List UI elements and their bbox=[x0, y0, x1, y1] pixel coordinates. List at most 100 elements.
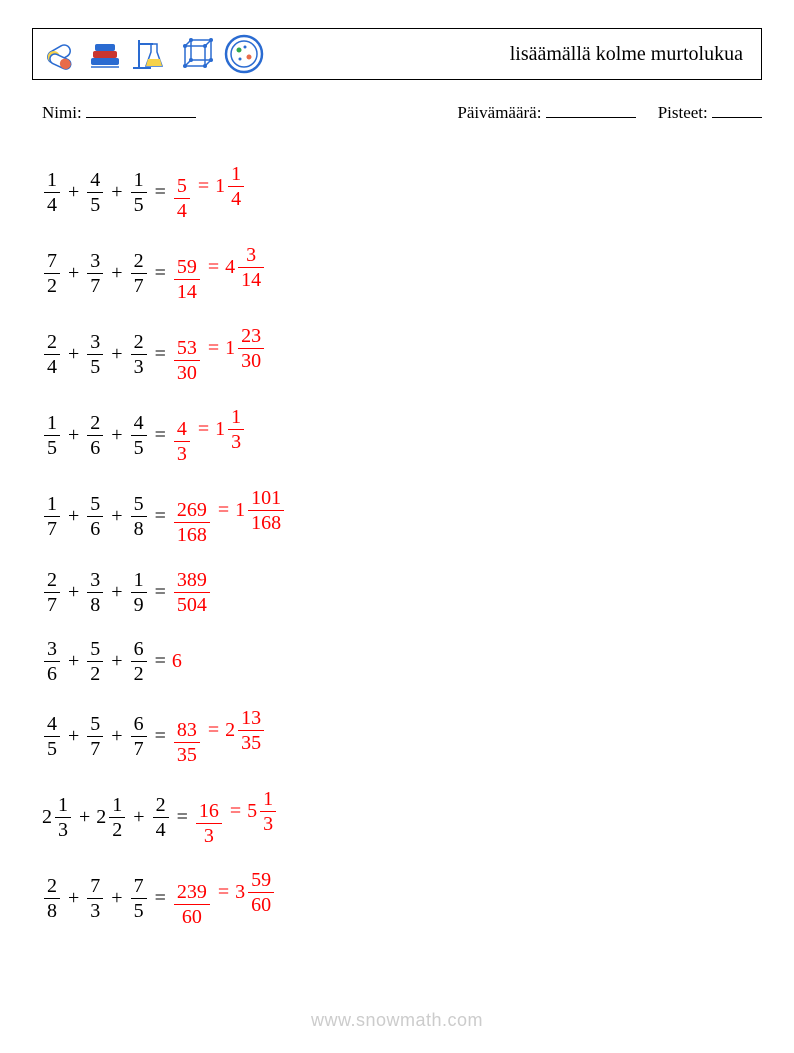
operator: + bbox=[111, 725, 122, 748]
mixed-number: 12330 bbox=[225, 326, 266, 371]
operator: = bbox=[208, 719, 219, 741]
books-icon bbox=[85, 34, 125, 74]
fraction: 389504 bbox=[174, 570, 210, 615]
mixed-number: 212 bbox=[96, 795, 127, 840]
operator: + bbox=[79, 806, 90, 829]
mixed-number: 113 bbox=[215, 407, 246, 452]
operator: + bbox=[111, 343, 122, 366]
answer: 5914 = 4314 bbox=[172, 245, 266, 302]
problem-row: 45+57+67=8335=21335 bbox=[42, 708, 286, 765]
flask-icon bbox=[131, 34, 171, 74]
operator: + bbox=[68, 262, 79, 285]
answer: 54=114 bbox=[172, 164, 246, 221]
problem-row: 72+37+27=5914=4314 bbox=[42, 245, 286, 302]
problem-row: 36+52+62=6 bbox=[42, 639, 286, 684]
fraction: 67 bbox=[131, 714, 147, 759]
fraction: 54 bbox=[174, 176, 190, 221]
operator: + bbox=[111, 650, 122, 673]
operator: = bbox=[155, 424, 166, 447]
fraction: 56 bbox=[87, 494, 103, 539]
date-label: Päivämäärä: bbox=[457, 100, 635, 123]
fraction: 58 bbox=[131, 494, 147, 539]
fraction: 5914 bbox=[174, 257, 200, 302]
fraction: 15 bbox=[44, 413, 60, 458]
answer: 6 bbox=[172, 650, 182, 673]
operator: + bbox=[68, 505, 79, 528]
fraction: 43 bbox=[174, 419, 190, 464]
operator: + bbox=[111, 887, 122, 910]
answer: 43 = 113 bbox=[172, 407, 246, 464]
operator: + bbox=[111, 181, 122, 204]
fraction: 23960 bbox=[174, 882, 210, 927]
mixed-number: 4314 bbox=[225, 245, 266, 290]
fraction: 5960 bbox=[248, 870, 274, 915]
operator: = bbox=[208, 337, 219, 359]
answer: 8335=21335 bbox=[172, 708, 266, 765]
operator: = bbox=[155, 725, 166, 748]
operator: = bbox=[198, 418, 209, 440]
fraction: 13 bbox=[228, 407, 244, 452]
fraction: 36 bbox=[44, 639, 60, 684]
problems-list: 14+45+15=54=11472+37+27=5914=431424+35+2… bbox=[42, 140, 286, 951]
fraction: 163 bbox=[196, 801, 222, 846]
points-blank bbox=[712, 100, 762, 118]
operator: + bbox=[68, 650, 79, 673]
answer: 23960=35960 bbox=[172, 870, 276, 927]
operator: + bbox=[111, 505, 122, 528]
worksheet-title: lisäämällä kolme murtolukua bbox=[510, 43, 761, 66]
operator: + bbox=[68, 581, 79, 604]
fraction: 72 bbox=[44, 251, 60, 296]
watermark: www.snowmath.com bbox=[0, 1010, 794, 1031]
fraction: 57 bbox=[87, 714, 103, 759]
fraction: 28 bbox=[44, 876, 60, 921]
fraction: 19 bbox=[131, 570, 147, 615]
problem-row: 14+45+15=54=114 bbox=[42, 164, 286, 221]
header-icons bbox=[33, 33, 265, 75]
mixed-number: 213 bbox=[42, 795, 73, 840]
fraction: 2330 bbox=[238, 326, 264, 371]
operator: + bbox=[133, 806, 144, 829]
operator: + bbox=[111, 262, 122, 285]
fraction: 27 bbox=[131, 251, 147, 296]
fraction: 45 bbox=[131, 413, 147, 458]
operator: = bbox=[155, 181, 166, 204]
fraction: 24 bbox=[44, 332, 60, 377]
fraction: 13 bbox=[260, 789, 276, 834]
fraction: 1335 bbox=[238, 708, 264, 753]
problem-row: 15+26+45=43=113 bbox=[42, 407, 286, 464]
answer: 5330 = 12330 bbox=[172, 326, 266, 383]
fraction: 38 bbox=[87, 570, 103, 615]
fraction: 27 bbox=[44, 570, 60, 615]
answer: 389504 bbox=[172, 569, 212, 615]
fraction: 26 bbox=[87, 413, 103, 458]
fraction: 8335 bbox=[174, 720, 200, 765]
operator: = bbox=[155, 262, 166, 285]
fraction: 73 bbox=[87, 876, 103, 921]
operator: = bbox=[155, 887, 166, 910]
fraction: 45 bbox=[87, 170, 103, 215]
operator: + bbox=[68, 343, 79, 366]
fraction: 14 bbox=[228, 164, 244, 209]
problem-row: 24+35+23=5330=12330 bbox=[42, 326, 286, 383]
problem-row: 17+56+58=269168=1101168 bbox=[42, 488, 286, 545]
operator: + bbox=[68, 725, 79, 748]
fraction: 14 bbox=[44, 170, 60, 215]
fraction: 17 bbox=[44, 494, 60, 539]
operator: + bbox=[111, 581, 122, 604]
pills-icon bbox=[39, 34, 79, 74]
operator: + bbox=[68, 887, 79, 910]
date-blank bbox=[546, 100, 636, 118]
operator: + bbox=[68, 424, 79, 447]
fraction: 52 bbox=[87, 639, 103, 684]
operator: = bbox=[208, 256, 219, 278]
name-label: Nimi: bbox=[42, 100, 196, 123]
fraction: 269168 bbox=[174, 500, 210, 545]
fraction: 24 bbox=[153, 795, 169, 840]
header-bar: lisäämällä kolme murtolukua bbox=[32, 28, 762, 80]
fraction: 5330 bbox=[174, 338, 200, 383]
fraction: 15 bbox=[131, 170, 147, 215]
mixed-number: 1101168 bbox=[235, 488, 286, 533]
answer: 163=513 bbox=[194, 789, 278, 846]
answer: 269168=1101168 bbox=[172, 488, 286, 545]
operator: = bbox=[230, 800, 241, 822]
